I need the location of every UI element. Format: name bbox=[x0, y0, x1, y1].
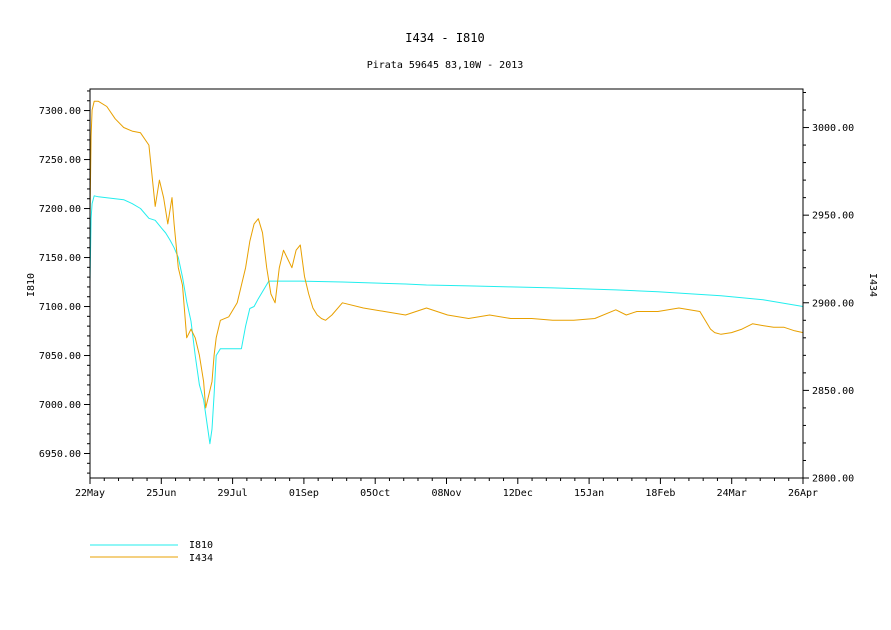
series-layer bbox=[89, 100, 804, 445]
y-axis-left-label: I810 bbox=[26, 273, 37, 297]
x-tick-label: 01Sep bbox=[289, 488, 319, 499]
x-tick-label: 22May bbox=[75, 488, 105, 499]
y-right-tick-label: 3000.00 bbox=[812, 123, 854, 134]
x-tick-label: 08Nov bbox=[431, 488, 461, 499]
y-left-tick-label: 7150.00 bbox=[39, 253, 81, 264]
x-tick-label: 18Feb bbox=[645, 488, 675, 499]
chart-title: I434 - I810 bbox=[405, 31, 484, 45]
y-left-tick-label: 6950.00 bbox=[39, 449, 81, 460]
chart-subtitle: Pirata 59645 83,10W - 2013 bbox=[367, 60, 524, 71]
x-tick-label: 29Jul bbox=[218, 488, 248, 499]
legend: I810 I434 bbox=[90, 540, 213, 564]
x-tick-label: 15Jan bbox=[574, 488, 604, 499]
y-axis-right-label: I434 bbox=[867, 273, 878, 297]
legend-label-i810: I810 bbox=[189, 540, 213, 551]
y-axis-left: 6950.00 7000.00 7050.00 7100.00 7150.00 7200.… bbox=[39, 90, 90, 474]
x-tick-label: 12Dec bbox=[503, 488, 533, 499]
y-left-tick-label: 7100.00 bbox=[39, 302, 81, 313]
x-tick-label: 25Jun bbox=[146, 488, 176, 499]
y-right-tick-label: 2850.00 bbox=[812, 386, 854, 397]
x-axis: 22May 25Jun 29Jul 01Sep 05Oct 08Nov 12Dec 15Jan… bbox=[75, 478, 818, 499]
y-right-tick-label: 2950.00 bbox=[812, 211, 854, 222]
x-tick-label: 26Apr bbox=[788, 488, 818, 499]
y-left-tick-label: 7000.00 bbox=[39, 400, 81, 411]
legend-label-i434: I434 bbox=[189, 553, 213, 564]
plot-frame bbox=[89, 88, 804, 479]
series-line-i434 bbox=[89, 100, 804, 409]
y-left-tick-label: 7250.00 bbox=[39, 155, 81, 166]
x-tick-label: 24Mar bbox=[717, 488, 747, 499]
series-line-i810 bbox=[89, 195, 804, 445]
y-left-tick-label: 7050.00 bbox=[39, 351, 81, 362]
y-right-tick-label: 2900.00 bbox=[812, 298, 854, 309]
y-left-tick-label: 7200.00 bbox=[39, 204, 81, 215]
x-tick-label: 05Oct bbox=[360, 488, 390, 499]
y-left-tick-label: 7300.00 bbox=[39, 106, 81, 117]
y-axis-right: 2800.00 2850.00 2900.00 2950.00 3000.00 bbox=[803, 92, 854, 485]
y-right-tick-label: 2800.00 bbox=[812, 474, 854, 485]
